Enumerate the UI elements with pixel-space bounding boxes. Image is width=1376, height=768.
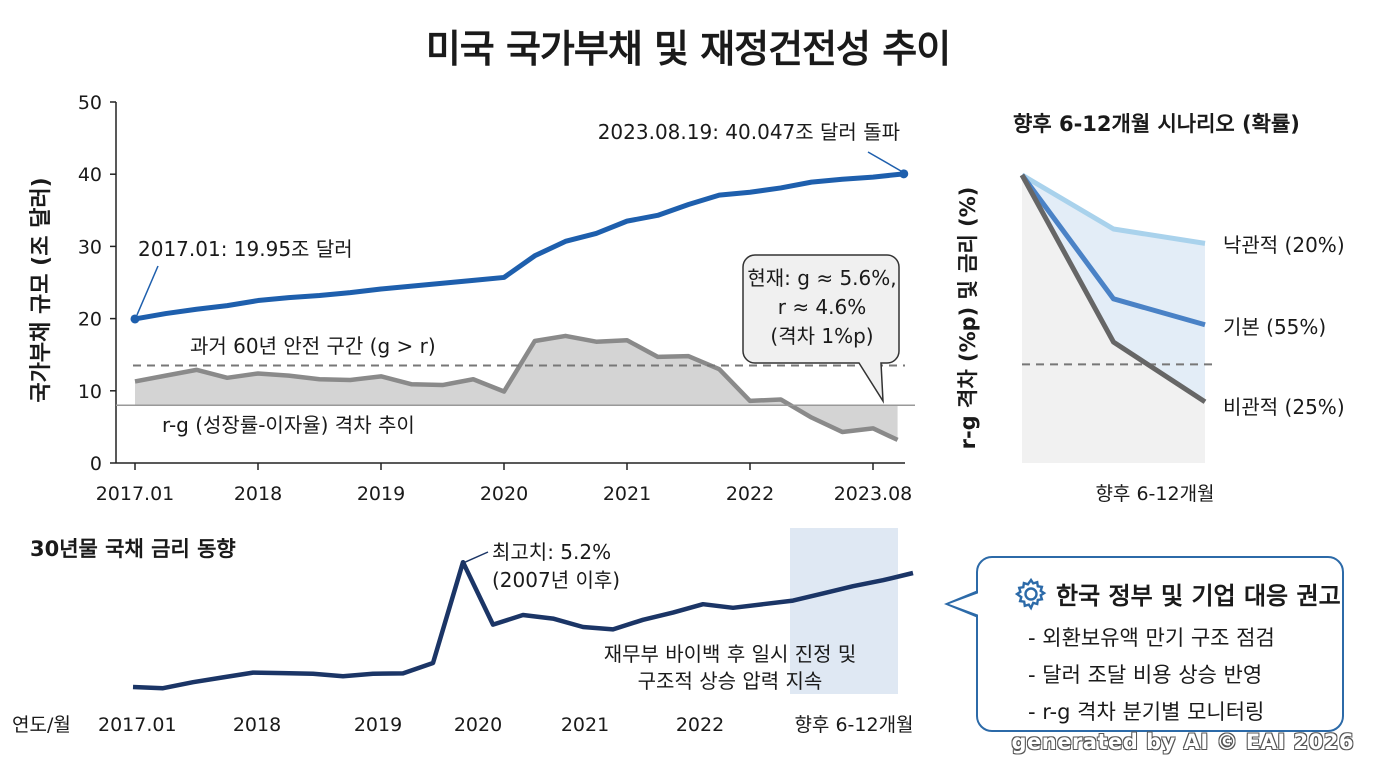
rg-callout-text: (격차 1%p) bbox=[770, 324, 873, 348]
bond-x-tick-label: 2017.01 bbox=[98, 714, 177, 736]
recommendation-header: 한국 정부 및 기업 대응 권고 bbox=[1014, 576, 1341, 611]
gear-icon bbox=[1014, 577, 1047, 611]
bond-note: 재무부 바이백 후 일시 진정 및 bbox=[604, 642, 857, 666]
scenario-label-optimistic: 낙관적 (20%) bbox=[1223, 233, 1345, 257]
rg-area bbox=[135, 335, 898, 440]
rg-line bbox=[134, 333, 899, 442]
page-title: 미국 국가부채 및 재정건전성 추이 bbox=[425, 27, 951, 71]
forecast-region bbox=[790, 528, 898, 694]
bond-peak-leader bbox=[464, 551, 489, 563]
watermark: generated by AI © EAI 2026 bbox=[1011, 730, 1354, 754]
bond-x-tick-label: 2022 bbox=[676, 714, 724, 736]
bond-x-axis-label: 연도/월 bbox=[12, 714, 71, 736]
scenario-y-label: r-g 격차 (%p) 및 금리 (%) bbox=[956, 187, 980, 450]
bond-x-tick-label: 2019 bbox=[354, 714, 402, 736]
x-tick-label: 2019 bbox=[357, 483, 405, 505]
y-tick-label: 50 bbox=[78, 92, 102, 114]
scenario-title: 향후 6-12개월 시나리오 (확률) bbox=[1013, 112, 1300, 136]
debt-start-leader bbox=[136, 265, 159, 316]
scenario-line-1 bbox=[1019, 173, 1206, 328]
debt-peak-leader bbox=[867, 151, 902, 172]
bond-x-tick-label: 2021 bbox=[561, 714, 609, 736]
bond-x-tick-label: 2018 bbox=[233, 714, 281, 736]
x-tick-label: 2020 bbox=[480, 483, 528, 505]
rg-callout-text: r ≈ 4.6% bbox=[778, 295, 867, 319]
debt-end-point bbox=[899, 169, 909, 179]
debt-peak-annotation: 2023.08.19: 40.047조 달러 돌파 bbox=[598, 120, 900, 144]
scenario-label-pessimistic: 비관적 (25%) bbox=[1223, 395, 1345, 419]
scenario-label-base: 기본 (55%) bbox=[1223, 315, 1326, 339]
y-axis-label: 국가부채 규모 (조 달러) bbox=[29, 177, 54, 402]
recommendation-pointer-fill bbox=[949, 593, 979, 615]
bond-x-tick-label: 2020 bbox=[454, 714, 502, 736]
x-tick-label: 2022 bbox=[726, 483, 774, 505]
scenario-line-2 bbox=[1019, 173, 1207, 404]
debt-start-point bbox=[130, 314, 140, 324]
bond-note: 구조적 상승 압력 지속 bbox=[638, 669, 823, 693]
rg-callout-bubble bbox=[742, 254, 900, 404]
y-tick-label: 40 bbox=[78, 164, 102, 186]
recommendation-item: - 달러 조달 비용 상승 반영 bbox=[1028, 663, 1263, 687]
rg-callout-text: 현재: g ≈ 5.6%, bbox=[747, 266, 896, 290]
bond-peak-annotation: (2007년 이후) bbox=[492, 568, 620, 592]
x-tick-label: 2017.01 bbox=[96, 483, 175, 505]
recommendation-title: 한국 정부 및 기업 대응 권고 bbox=[1056, 582, 1341, 610]
y-tick-label: 0 bbox=[90, 453, 102, 475]
recommendation-item: - r-g 격차 분기별 모니터링 bbox=[1028, 700, 1265, 724]
bond-x-tick-label: 향후 6-12개월 bbox=[794, 714, 913, 736]
bond-chart-title: 30년물 국채 금리 동향 bbox=[30, 537, 236, 561]
x-tick-label: 2023.08 bbox=[834, 483, 913, 505]
debt-line bbox=[134, 171, 905, 322]
scenario-x-label: 향후 6-12개월 bbox=[1095, 483, 1214, 505]
y-tick-label: 20 bbox=[78, 309, 102, 331]
x-tick-label: 2021 bbox=[603, 483, 651, 505]
y-tick-label: 30 bbox=[78, 236, 102, 258]
rg-label: r-g (성장률-이자율) 격차 추이 bbox=[162, 413, 415, 437]
recommendation-item: - 외환보유액 만기 구조 점검 bbox=[1028, 626, 1275, 650]
scenario-band bbox=[1022, 175, 1205, 402]
bond-line bbox=[132, 559, 914, 691]
safe-zone-label: 과거 60년 안전 구간 (g > r) bbox=[190, 334, 436, 358]
debt-start-annotation: 2017.01: 19.95조 달러 bbox=[138, 237, 353, 261]
x-tick-label: 2018 bbox=[234, 483, 282, 505]
bond-peak-annotation: 최고치: 5.2% bbox=[492, 540, 611, 564]
scenario-line-0 bbox=[1020, 172, 1206, 246]
y-tick-label: 10 bbox=[78, 381, 102, 403]
